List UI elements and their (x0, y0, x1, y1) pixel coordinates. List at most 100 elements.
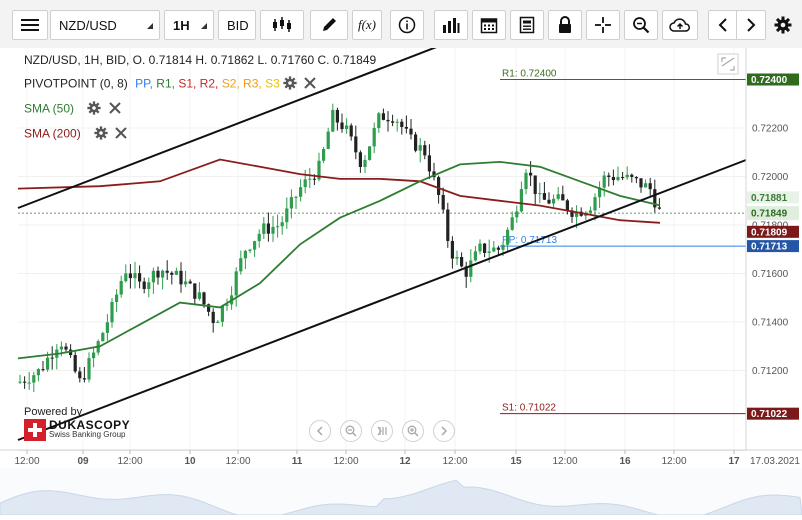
candle-body (386, 119, 390, 122)
side-selector[interactable]: BID (218, 10, 256, 40)
candle-body (492, 247, 496, 252)
sma200-line (17, 158, 661, 224)
pause-icon (377, 426, 387, 436)
pivot-level-list: PP, R1, S1, R2, S2, R3, S3 (135, 77, 280, 91)
candle-body (630, 174, 634, 177)
candle-body (308, 178, 312, 180)
calendar-icon (480, 18, 498, 34)
magnifier-icon (633, 17, 650, 34)
candle-body (602, 175, 606, 188)
candle-body (248, 249, 252, 251)
sma50-settings-button[interactable] (87, 101, 101, 118)
news-button[interactable] (510, 10, 544, 40)
lock-icon (559, 16, 571, 33)
pivot-level-s3: S3 (265, 76, 280, 91)
pivot-settings-button[interactable] (283, 76, 297, 93)
candle-body (506, 229, 510, 245)
candle-body (92, 352, 96, 359)
indicators-button[interactable]: f(x) (352, 10, 382, 40)
level-label-s1: S1: 0.71022 (502, 403, 556, 414)
gear-icon (87, 101, 101, 115)
pivot-levels: R1: 0.72400 PP: 0.71713 S1: 0.71022 (18, 69, 746, 415)
candle-body (41, 369, 45, 371)
nav-pause-button[interactable] (371, 420, 393, 442)
candle-body (460, 257, 464, 267)
sma50-line (17, 160, 661, 360)
candle-body (464, 266, 468, 277)
sma200-remove-button[interactable] (115, 127, 128, 142)
cloud-save-button[interactable] (662, 10, 698, 40)
candle-body (501, 244, 505, 250)
candle-body (588, 210, 592, 213)
candle-body (161, 270, 165, 278)
lock-button[interactable] (548, 10, 582, 40)
candle-body (519, 189, 523, 212)
volume-button[interactable] (434, 10, 468, 40)
settings-button[interactable] (770, 10, 796, 40)
pivot-remove-button[interactable] (304, 77, 317, 92)
candle-body (644, 183, 648, 188)
dropdown-corner-icon (147, 23, 153, 29)
candle-body (266, 223, 270, 234)
price-chart[interactable]: R1: 0.72400 PP: 0.71713 S1: 0.71022 0.7220… (0, 37, 802, 519)
candle-body (404, 126, 408, 129)
candle-body (59, 346, 63, 350)
time-tick-label: 15 (510, 456, 522, 467)
fullscreen-button[interactable] (717, 53, 739, 75)
pivot-title: PIVOTPOINT (0, 8) (24, 76, 128, 91)
sma200-settings-button[interactable] (94, 126, 108, 143)
candle-body (621, 177, 625, 179)
time-tick-label: 12:00 (225, 456, 250, 467)
nav-zoom-out-button[interactable] (340, 420, 362, 442)
calendar-button[interactable] (472, 10, 506, 40)
tag-sma50-text: 0.71881 (751, 193, 788, 204)
candle-body (174, 270, 178, 275)
timeframe-label: 1H (173, 17, 190, 33)
level-label-r1: R1: 0.72400 (502, 69, 557, 80)
time-axis: 12:00 09 12:00 10 12:00 11 12:00 12 12:00 15 12:00… (0, 449, 802, 467)
tag-s1-bg (747, 407, 799, 420)
tag-current-text: 0.71849 (751, 209, 788, 220)
candle-body (565, 200, 569, 211)
candle-body (358, 152, 362, 167)
candle-body (340, 122, 344, 130)
nav-rewind-button[interactable] (309, 420, 331, 442)
timeframe-selector[interactable]: 1H (164, 10, 214, 40)
candle-body (46, 357, 50, 370)
candle-body (446, 209, 450, 241)
candle-body (423, 145, 427, 156)
candle-body (542, 193, 546, 200)
candle-body (381, 113, 385, 120)
price-tick-label: 0.71600 (752, 269, 789, 280)
candle-body (349, 125, 353, 137)
candle-body (326, 131, 330, 149)
candle-body (220, 305, 224, 322)
symbol-selector[interactable]: NZD/USD (50, 10, 160, 40)
scroll-left-button[interactable] (708, 10, 738, 40)
candle-body (409, 128, 413, 135)
chart-type-button[interactable] (260, 10, 304, 40)
scroll-right-button[interactable] (736, 10, 766, 40)
info-icon (398, 16, 416, 34)
sma50-remove-button[interactable] (108, 102, 121, 117)
candle-body (529, 172, 533, 176)
nav-forward-button[interactable] (433, 420, 455, 442)
zoom-button[interactable] (624, 10, 658, 40)
time-tick-label: 11 (292, 456, 303, 467)
info-button[interactable] (390, 10, 424, 40)
drawing-tools-button[interactable] (310, 10, 348, 40)
menu-button[interactable] (12, 10, 48, 40)
navigator-area[interactable] (0, 468, 802, 519)
candle-body (377, 113, 381, 128)
chart-area[interactable]: R1: 0.72400 PP: 0.71713 S1: 0.71022 0.7220… (0, 37, 802, 519)
candle-body (616, 177, 620, 181)
crosshair-button[interactable] (586, 10, 620, 40)
candle-body (193, 283, 197, 299)
pencil-icon (323, 18, 336, 31)
brand-name: DUKASCOPY (49, 418, 131, 432)
candle-body (611, 177, 615, 181)
candle-body (414, 134, 418, 151)
nav-zoom-in-button[interactable] (402, 420, 424, 442)
time-tick-label: 12:00 (333, 456, 358, 467)
candle-body (312, 178, 316, 180)
